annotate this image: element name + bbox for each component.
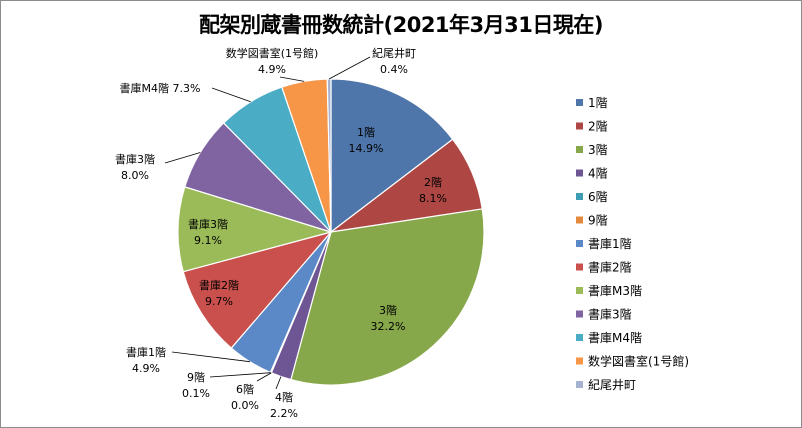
slice-label: 2階 8.1% xyxy=(419,175,447,205)
legend-label: 2階 xyxy=(588,119,608,134)
slice-label-value: 9.7% xyxy=(205,295,233,308)
slice-label: 書庫3階 8.0% xyxy=(115,152,155,182)
pie-slice xyxy=(290,208,485,386)
slice-label-name: 書庫3階 xyxy=(188,217,228,231)
chart-title: 配架別蔵書冊数統計(2021年3月31日現在) xyxy=(199,13,603,37)
legend-swatch xyxy=(576,240,583,247)
legend-label: 3階 xyxy=(588,142,608,157)
slice-label-name: 数学図書室(1号館) xyxy=(226,46,319,60)
slice-label-value: 14.9% xyxy=(349,142,384,155)
slice-label-value: 4.9% xyxy=(258,63,286,76)
slice-label-name: 書庫2階 xyxy=(199,278,239,292)
slice-label: 書庫2階 9.7% xyxy=(199,278,239,308)
slice-label-name: 1階 xyxy=(357,125,375,139)
legend-label: 紀尾井町 xyxy=(588,378,636,392)
slice-label-name: 3階 xyxy=(379,303,397,317)
legend-swatch xyxy=(576,334,583,341)
pie-slice xyxy=(182,230,333,349)
slice-label-name: 書庫3階 xyxy=(115,152,155,166)
legend-swatch xyxy=(576,216,583,224)
legend-label: 6階 xyxy=(588,189,608,204)
leader-line xyxy=(275,376,282,390)
slice-label: 9階 0.1% xyxy=(182,370,210,400)
legend-label: 書庫2階 xyxy=(588,260,632,275)
slice-label-value: 0.0% xyxy=(231,399,259,412)
legend-label: 書庫M4階 xyxy=(588,330,642,345)
pie-slice xyxy=(330,78,454,234)
leader-line xyxy=(211,87,251,103)
slice-label-name: 4階 xyxy=(275,390,293,404)
legend-swatch xyxy=(576,122,583,130)
slice-label: 1階 14.9% xyxy=(349,125,384,155)
slice-label-value: 0.1% xyxy=(182,387,210,400)
slice-label-name: 書庫M4階 7.3% xyxy=(120,81,201,95)
slice-label-name: 2階 xyxy=(424,175,442,189)
legend-swatch xyxy=(576,357,583,365)
slice-label: 3階 32.2% xyxy=(371,303,406,333)
slice-label: 6階 0.0% xyxy=(231,382,259,412)
slice-label-value: 8.1% xyxy=(419,192,447,205)
legend-swatch xyxy=(576,169,583,177)
legend-swatch xyxy=(576,287,583,294)
slice-label-value: 32.2% xyxy=(371,320,406,333)
slice-label: 数学図書室(1号館) 4.9% xyxy=(226,46,319,76)
slice-label: 書庫M4階 7.3% xyxy=(120,81,201,95)
slice-label-name: 紀尾井町 xyxy=(372,46,416,60)
leader-line xyxy=(279,76,305,82)
slice-label-value: 2.2% xyxy=(270,407,298,420)
legend-swatch xyxy=(576,310,583,318)
legend-label: 1階 xyxy=(588,95,608,110)
leader-line xyxy=(171,351,250,363)
leader-line xyxy=(209,372,271,378)
slice-label: 書庫3階 9.1% xyxy=(188,217,228,247)
legend-label: 書庫3階 xyxy=(588,307,632,322)
slice-label-name: 9階 xyxy=(187,370,205,384)
slice-label-value: 9.1% xyxy=(194,234,222,247)
legend-label: 書庫1階 xyxy=(588,236,632,251)
leader-line xyxy=(164,152,201,164)
slice-label: 書庫1階 4.9% xyxy=(126,345,166,375)
slice-label-value: 0.4% xyxy=(380,63,408,76)
legend-swatch xyxy=(576,146,583,153)
slice-label-name: 6階 xyxy=(236,382,254,396)
legend-label: 9階 xyxy=(588,213,608,228)
legend-label: 数学図書室(1号館) xyxy=(588,354,689,369)
legend-label: 4階 xyxy=(588,166,608,181)
slice-label-value: 8.0% xyxy=(121,169,149,182)
legend-swatch xyxy=(576,99,583,106)
legend-label: 書庫M3階 xyxy=(588,283,642,298)
slice-label: 紀尾井町 0.4% xyxy=(372,46,416,76)
slice-label: 4階 2.2% xyxy=(270,390,298,420)
pie-slice xyxy=(177,186,334,273)
legend-swatch xyxy=(576,193,583,200)
legend-swatch xyxy=(576,263,583,271)
slice-label-value: 4.9% xyxy=(132,362,160,375)
leader-line xyxy=(328,56,371,80)
leader-line xyxy=(256,372,272,382)
legend-swatch xyxy=(576,381,583,388)
slice-label-name: 書庫1階 xyxy=(126,345,166,359)
